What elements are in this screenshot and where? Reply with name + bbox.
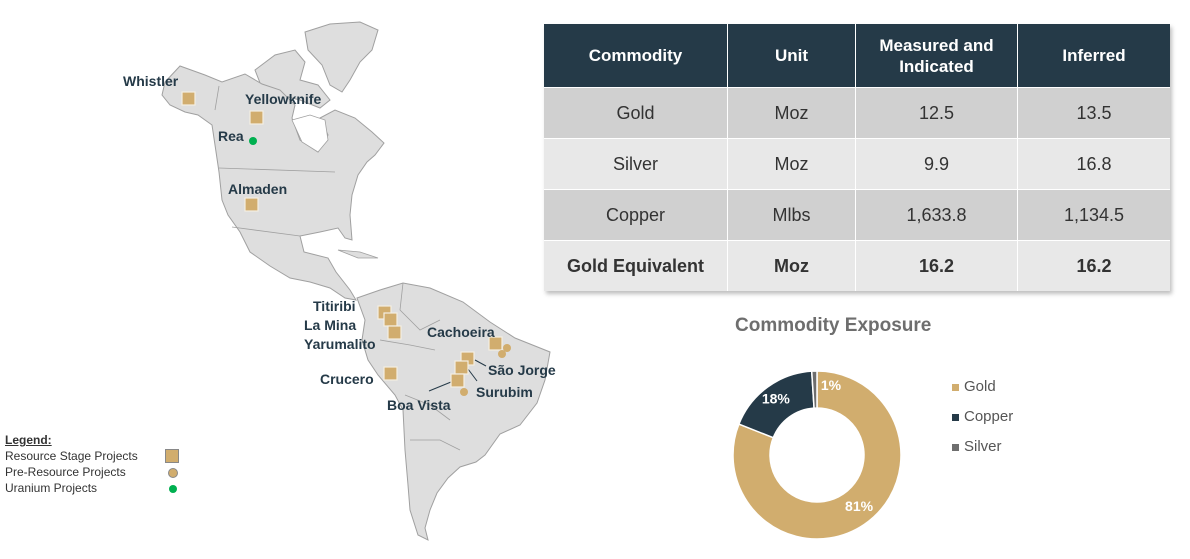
label-whistler: Whistler xyxy=(123,73,179,89)
legend-gold: Gold xyxy=(952,378,996,395)
legend-label: Silver xyxy=(964,438,1002,455)
legend-swatch xyxy=(952,383,959,391)
header-text: Measured and Indicated xyxy=(879,35,994,76)
slice-silver xyxy=(810,370,818,409)
marker-yellowknife[interactable] xyxy=(249,110,264,125)
marker-surubim[interactable] xyxy=(454,360,469,375)
table-row: Gold Equivalent Moz 16.2 16.2 xyxy=(544,240,1170,291)
table-cell: 13.5 xyxy=(1017,87,1170,139)
table-cell: Copper xyxy=(544,189,728,241)
label-almaden: Almaden xyxy=(228,181,288,197)
marker-rea[interactable] xyxy=(249,137,257,145)
marker-cachoeira[interactable] xyxy=(488,336,503,351)
marker-boa-vista[interactable] xyxy=(450,373,465,388)
marker-la-mina[interactable] xyxy=(383,312,398,327)
table-cell: 12.5 xyxy=(855,87,1018,139)
label-sao-jorge: São Jorge xyxy=(488,362,556,378)
table-cell: 16.2 xyxy=(855,240,1018,291)
marker-pre-resource[interactable] xyxy=(498,350,506,358)
slice-gold xyxy=(732,370,902,540)
legend-title: Legend: xyxy=(5,433,52,447)
label-yarumalito: Yarumalito xyxy=(304,336,376,352)
table-cell: 1,633.8 xyxy=(855,189,1018,241)
legend-copper: Copper xyxy=(952,408,1013,425)
table-cell: Gold Equivalent xyxy=(544,240,728,291)
legend-pre-resource: Pre-Resource Projects xyxy=(5,464,178,480)
chart-title: Commodity Exposure xyxy=(735,315,932,336)
map-legend: Legend: Resource Stage Projects Pre-Reso… xyxy=(5,432,179,496)
legend-label: Pre-Resource Projects xyxy=(5,465,126,479)
us-canada-border xyxy=(214,85,336,237)
label-boa-vista: Boa Vista xyxy=(387,397,451,413)
square-icon xyxy=(165,449,179,463)
table-cell: Moz xyxy=(727,138,856,190)
label-surubim: Surubim xyxy=(476,384,533,400)
legend-swatch xyxy=(952,413,959,421)
data-label-copper: 18% xyxy=(762,390,791,406)
label-la-mina: La Mina xyxy=(304,317,357,333)
marker-almaden[interactable] xyxy=(244,197,259,212)
label-rea: Rea xyxy=(218,128,244,144)
marker-pre-resource[interactable] xyxy=(503,344,511,352)
cuba xyxy=(337,249,379,259)
marker-yarumalito[interactable] xyxy=(387,325,402,340)
marker-pre-resource[interactable] xyxy=(460,388,468,396)
legend-silver: Silver xyxy=(952,438,1002,455)
table-row: Silver Moz 9.9 16.8 xyxy=(544,138,1170,190)
donut-chart: 81% 18% 1% xyxy=(732,370,902,540)
legend-label: Copper xyxy=(964,408,1014,425)
legend-resource: Resource Stage Projects xyxy=(5,448,179,464)
legend-label: Resource Stage Projects xyxy=(5,449,138,463)
americas-map xyxy=(161,21,551,541)
marker-whistler[interactable] xyxy=(181,91,196,106)
legend-label: Gold xyxy=(964,378,996,395)
label-titiribi: Titiribi xyxy=(313,298,356,314)
table-cell: Silver xyxy=(544,138,728,190)
resource-table: Commodity Unit Measured and Indicated In… xyxy=(544,24,1170,291)
table-cell: Mlbs xyxy=(727,189,856,241)
callout-lines xyxy=(428,359,487,392)
marker-crucero[interactable] xyxy=(383,366,398,381)
header-commodity: Commodity xyxy=(544,24,728,88)
circle-icon xyxy=(168,468,178,478)
data-label-silver: 1% xyxy=(821,377,842,393)
table-cell: Moz xyxy=(727,240,856,291)
header-inferred: Inferred xyxy=(1017,24,1170,88)
label-cachoeira: Cachoeira xyxy=(427,324,495,340)
header-measured: Measured and Indicated xyxy=(855,24,1018,88)
table-row: Gold Moz 12.5 13.5 xyxy=(544,87,1170,139)
table-cell: 16.2 xyxy=(1017,240,1170,291)
hudson-bay xyxy=(291,114,329,153)
table-row: Copper Mlbs 1,633.8 1,134.5 xyxy=(544,189,1170,241)
circle-icon xyxy=(169,485,177,493)
table-cell: 9.9 xyxy=(855,138,1018,190)
label-crucero: Crucero xyxy=(320,371,374,387)
data-label-gold: 81% xyxy=(845,498,874,514)
legend-label: Uranium Projects xyxy=(5,481,98,495)
table-cell: Moz xyxy=(727,87,856,139)
north-america xyxy=(161,65,385,301)
table-cell: Gold xyxy=(544,87,728,139)
table-cell: 1,134.5 xyxy=(1017,189,1170,241)
label-yellowknife: Yellowknife xyxy=(245,91,322,107)
header-unit: Unit xyxy=(727,24,856,88)
greenland xyxy=(304,21,379,93)
legend-swatch xyxy=(952,443,959,451)
country-borders xyxy=(379,282,461,451)
table-cell: 16.8 xyxy=(1017,138,1170,190)
legend-uranium: Uranium Projects xyxy=(5,480,177,496)
